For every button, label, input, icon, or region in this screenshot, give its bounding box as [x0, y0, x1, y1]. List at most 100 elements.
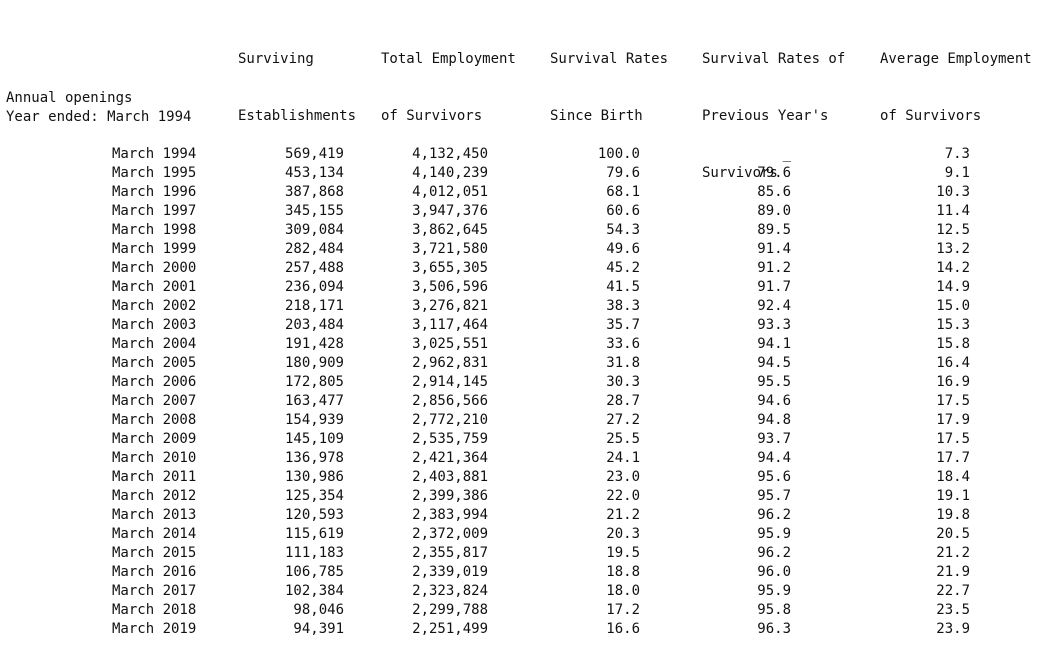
cell-total-employment: 4,012,051 [412, 184, 488, 200]
cell-total-employment: 3,862,645 [412, 222, 488, 238]
cell-total-employment: 2,856,566 [412, 393, 488, 409]
cell-survival-since-birth: 16.6 [606, 621, 640, 637]
row-year: March 2016 [112, 564, 197, 580]
cell-total-employment: 2,914,145 [412, 374, 488, 390]
header-average-employment: Average Employment of Survivors [880, 12, 1032, 145]
row-year: March 2007 [112, 393, 197, 409]
cell-survival-previous-year: 96.0 [757, 564, 791, 580]
cell-total-employment: 2,535,759 [412, 431, 488, 447]
cell-average-employment: 23.9 [936, 621, 970, 637]
cell-total-employment: 3,947,376 [412, 203, 488, 219]
cell-surviving-establishments: 236,094 [284, 279, 344, 295]
table-row: March 2016 106,785 2,339,019 18.8 96.0 21.9 [0, 563, 1061, 582]
cell-average-employment: 14.9 [936, 279, 970, 295]
row-year: March 2005 [112, 355, 197, 371]
cell-total-employment: 3,117,464 [412, 317, 488, 333]
cell-surviving-establishments: 191,428 [284, 336, 344, 352]
cell-average-employment: 19.8 [936, 507, 970, 523]
cell-survival-since-birth: 79.6 [606, 165, 640, 181]
cell-average-employment: 11.4 [936, 203, 970, 219]
header-line: Survival Rates [550, 51, 669, 67]
row-year: March 2015 [112, 545, 197, 561]
table-row: March 2005 180,909 2,962,831 31.8 94.5 16.4 [0, 354, 1061, 373]
header-line: Total Employment [381, 51, 516, 67]
section-subtitle: Year ended: March 1994 [6, 109, 192, 125]
table-row: March 2014 115,619 2,372,009 20.3 95.9 20.5 [0, 525, 1061, 544]
cell-survival-previous-year: 95.8 [757, 602, 791, 618]
cell-total-employment: 2,323,824 [412, 583, 488, 599]
cell-surviving-establishments: 145,109 [284, 431, 344, 447]
cell-surviving-establishments: 106,785 [284, 564, 344, 580]
table-row: March 1997 345,155 3,947,376 60.6 89.0 11.4 [0, 202, 1061, 221]
cell-survival-since-birth: 24.1 [606, 450, 640, 466]
cell-surviving-establishments: 94,391 [293, 621, 344, 637]
table-row: March 2003 203,484 3,117,464 35.7 93.3 15.3 [0, 316, 1061, 335]
table-row: March 1999 282,484 3,721,580 49.6 91.4 13.2 [0, 240, 1061, 259]
cell-survival-previous-year: 91.7 [757, 279, 791, 295]
cell-total-employment: 2,383,994 [412, 507, 488, 523]
cell-total-employment: 3,721,580 [412, 241, 488, 257]
cell-total-employment: 2,421,364 [412, 450, 488, 466]
cell-surviving-establishments: 130,986 [284, 469, 344, 485]
cell-average-employment: 22.7 [936, 583, 970, 599]
row-year: March 2009 [112, 431, 197, 447]
cell-survival-since-birth: 49.6 [606, 241, 640, 257]
cell-average-employment: 10.3 [936, 184, 970, 200]
table-row: March 2004 191,428 3,025,551 33.6 94.1 15.8 [0, 335, 1061, 354]
cell-survival-since-birth: 31.8 [606, 355, 640, 371]
cell-average-employment: 16.4 [936, 355, 970, 371]
table-row: March 2002 218,171 3,276,821 38.3 92.4 15.0 [0, 297, 1061, 316]
cell-surviving-establishments: 309,084 [284, 222, 344, 238]
cell-survival-previous-year: 91.4 [757, 241, 791, 257]
cell-surviving-establishments: 569,419 [284, 146, 344, 162]
cell-average-employment: 23.5 [936, 602, 970, 618]
cell-survival-previous-year: 93.3 [757, 317, 791, 333]
cell-average-employment: 21.9 [936, 564, 970, 580]
cell-survival-previous-year: 94.1 [757, 336, 791, 352]
cell-total-employment: 2,339,019 [412, 564, 488, 580]
cell-average-employment: 16.9 [936, 374, 970, 390]
cell-survival-since-birth: 30.3 [606, 374, 640, 390]
header-line: Survivors [702, 165, 778, 181]
header-line: of Survivors [381, 108, 483, 124]
cell-surviving-establishments: 180,909 [284, 355, 344, 371]
section-title: Annual openings [6, 90, 133, 106]
cell-surviving-establishments: 387,868 [284, 184, 344, 200]
row-year: March 2008 [112, 412, 197, 428]
cell-survival-since-birth: 21.2 [606, 507, 640, 523]
cell-survival-since-birth: 33.6 [606, 336, 640, 352]
cell-surviving-establishments: 125,354 [284, 488, 344, 504]
cell-survival-since-birth: 28.7 [606, 393, 640, 409]
cell-surviving-establishments: 102,384 [284, 583, 344, 599]
cell-total-employment: 2,403,881 [412, 469, 488, 485]
cell-survival-since-birth: 35.7 [606, 317, 640, 333]
cell-surviving-establishments: 172,805 [284, 374, 344, 390]
header-surviving-establishments: Surviving Establishments [238, 12, 356, 145]
row-year: March 2001 [112, 279, 197, 295]
cell-surviving-establishments: 98,046 [293, 602, 344, 618]
cell-survival-since-birth: 27.2 [606, 412, 640, 428]
cell-average-employment: 14.2 [936, 260, 970, 276]
cell-surviving-establishments: 257,488 [284, 260, 344, 276]
cell-survival-previous-year: 85.6 [757, 184, 791, 200]
table-row: March 2010 136,978 2,421,364 24.1 94.4 17.7 [0, 449, 1061, 468]
cell-total-employment: 3,655,305 [412, 260, 488, 276]
row-year: March 2011 [112, 469, 197, 485]
cell-surviving-establishments: 163,477 [284, 393, 344, 409]
cell-average-employment: 17.5 [936, 431, 970, 447]
cell-survival-previous-year: 79.6 [757, 165, 791, 181]
cell-survival-since-birth: 68.1 [606, 184, 640, 200]
cell-survival-previous-year: 94.5 [757, 355, 791, 371]
header-line: Previous Year's [702, 108, 829, 124]
cell-survival-since-birth: 45.2 [606, 260, 640, 276]
cell-total-employment: 2,251,499 [412, 621, 488, 637]
cell-survival-since-birth: 60.6 [606, 203, 640, 219]
row-year: March 2004 [112, 336, 197, 352]
row-year: March 2002 [112, 298, 197, 314]
cell-survival-previous-year: 94.4 [757, 450, 791, 466]
cell-average-employment: 7.3 [944, 146, 970, 162]
cell-survival-previous-year: 96.2 [757, 507, 791, 523]
table-row: March 2013 120,593 2,383,994 21.2 96.2 19.8 [0, 506, 1061, 525]
table-row: March 1995 453,134 4,140,239 79.6 79.6 9.1 [0, 164, 1061, 183]
header-line: Since Birth [550, 108, 643, 124]
